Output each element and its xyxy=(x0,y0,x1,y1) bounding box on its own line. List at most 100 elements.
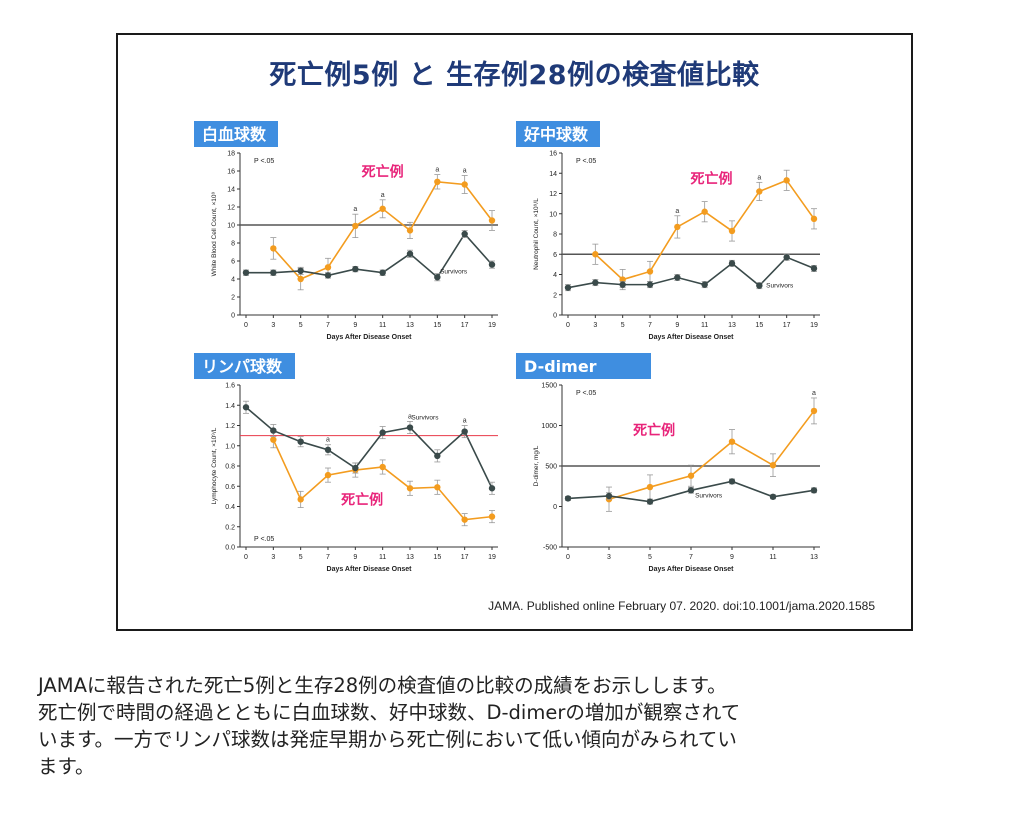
survivors-point xyxy=(270,427,277,434)
y-axis-label: White Blood Cell Count, ×10⁹ xyxy=(211,191,218,276)
ddimer-chart: D-dimer -500 0 500 1000 1500 0 3 5 7 9 11 13 Days Aft… xyxy=(510,347,830,577)
caption-line: 死亡例で時間の経過とともに白血球数、好中球数、D-dimerの増加が観察されて xyxy=(38,701,741,724)
survivors-point xyxy=(605,492,613,500)
y-tick-label: 2 xyxy=(231,295,235,302)
significance-marker: a xyxy=(326,437,330,444)
x-tick-label: 17 xyxy=(461,554,469,561)
x-tick-label: 19 xyxy=(488,322,496,329)
panel-label-bg xyxy=(516,121,600,147)
survivors-point xyxy=(379,269,386,276)
x-tick-label: 5 xyxy=(648,554,652,561)
y-tick-label: 10 xyxy=(549,211,557,218)
caption-line: JAMAに報告された死亡5例と生存28例の検査値の比較の成績をお示しします。 xyxy=(38,674,727,697)
nonsurvivors-point xyxy=(270,245,277,252)
survivors-point xyxy=(242,404,250,411)
x-tick-label: 11 xyxy=(379,554,386,561)
survivors-point xyxy=(488,485,496,492)
y-tick-label: -500 xyxy=(543,545,557,552)
significance-marker: a xyxy=(675,208,679,215)
y-tick-label: 1500 xyxy=(541,383,557,390)
survivors-point xyxy=(564,284,572,291)
significance-marker: a xyxy=(463,168,467,175)
nonsurvivors-point xyxy=(352,222,359,230)
x-tick-label: 19 xyxy=(488,554,496,561)
survivors-point xyxy=(619,281,626,288)
survivors-point xyxy=(728,260,736,267)
nonsurvivors-label: 死亡例 xyxy=(690,170,733,187)
survivors-line xyxy=(246,232,493,279)
x-tick-label: 17 xyxy=(461,322,469,329)
survivors-label: Survivors xyxy=(411,414,439,421)
y-tick-label: 1.0 xyxy=(225,443,235,450)
survivors-label: Survivors xyxy=(440,269,468,276)
panel-label-bg xyxy=(194,353,295,379)
panel-label: 好中球数 xyxy=(523,125,589,144)
y-tick-label: 0 xyxy=(231,313,235,320)
significance-marker: a xyxy=(463,418,467,425)
survivors-point xyxy=(406,250,414,257)
nonsurvivors-point xyxy=(406,227,414,234)
nonsurvivors-point xyxy=(379,463,386,471)
neutrophil-chart: 好中球数 0 2 4 6 8 10 12 14 16 0 3 5 7 9 11 13 15 17 19 Days Aft… xyxy=(510,115,830,345)
significance-marker: a xyxy=(353,206,357,213)
survivors-point xyxy=(646,281,654,288)
nonsurvivors-point xyxy=(488,513,496,520)
survivors-point xyxy=(324,272,332,279)
survivors-line xyxy=(567,256,815,289)
survivors-point xyxy=(488,261,496,268)
nonsurvivors-point xyxy=(769,461,777,469)
x-tick-label: 13 xyxy=(406,322,414,329)
x-tick-label: 0 xyxy=(244,554,248,561)
y-axis-label: D-dimer, mg/L xyxy=(533,445,540,486)
citation: JAMA. Published online February 07. 2020… xyxy=(488,599,875,613)
survivors-point xyxy=(646,498,654,505)
slide-title: 死亡例5例 と 生存例28例の検査値比較 xyxy=(269,60,760,91)
x-tick-label: 9 xyxy=(353,322,357,329)
x-tick-label: 13 xyxy=(728,322,736,329)
x-tick-label: 3 xyxy=(607,554,611,561)
caption: JAMAに報告された死亡5例と生存28例の検査値の比較の成績をお示しします。 死… xyxy=(38,672,998,780)
panel-label: D-dimer xyxy=(524,357,597,376)
y-tick-label: 0 xyxy=(553,313,557,320)
x-tick-label: 0 xyxy=(244,322,248,329)
x-tick-label: 13 xyxy=(406,554,414,561)
x-tick-label: 9 xyxy=(353,554,357,561)
significance-marker: a xyxy=(381,192,385,199)
y-tick-label: 1.2 xyxy=(225,423,235,430)
nonsurvivors-point xyxy=(687,472,695,479)
nonsurvivors-point xyxy=(783,177,790,184)
y-tick-label: 4 xyxy=(553,272,557,279)
x-tick-label: 19 xyxy=(810,322,818,329)
nonsurvivors-point xyxy=(810,407,818,415)
x-tick-label: 17 xyxy=(783,322,791,329)
p-value-note: P <.05 xyxy=(576,390,596,397)
x-tick-label: 15 xyxy=(433,554,441,561)
significance-marker: a xyxy=(757,174,761,181)
x-tick-label: 13 xyxy=(810,554,818,561)
x-tick-label: 7 xyxy=(689,554,693,561)
y-tick-label: 12 xyxy=(549,191,557,198)
survivors-point xyxy=(728,478,736,485)
x-tick-label: 0 xyxy=(566,554,570,561)
ddimer-chart-svg: D-dimer -500 0 500 1000 1500 0 3 5 7 9 11 13 Days Aft… xyxy=(516,353,820,573)
x-axis-label: Days After Disease Onset xyxy=(327,334,413,341)
y-tick-label: 16 xyxy=(549,151,557,158)
caption-line: ます。 xyxy=(38,755,95,778)
x-tick-label: 3 xyxy=(593,322,597,329)
y-tick-label: 0 xyxy=(553,504,557,511)
x-tick-label: 0 xyxy=(566,322,570,329)
caption-line: います。一方でリンパ球数は発症早期から死亡例において低い傾向がみられてい xyxy=(38,728,737,751)
x-tick-label: 7 xyxy=(648,322,652,329)
survivors-point xyxy=(324,446,332,453)
y-tick-label: 1.4 xyxy=(225,403,235,410)
survivors-point xyxy=(270,269,277,276)
y-tick-label: 0.2 xyxy=(225,524,235,531)
nonsurvivors-point xyxy=(810,215,818,223)
x-tick-label: 7 xyxy=(326,554,330,561)
nonsurvivors-label: 死亡例 xyxy=(632,422,675,439)
survivors-point xyxy=(461,428,468,435)
nonsurvivors-point xyxy=(324,264,332,271)
y-tick-label: 500 xyxy=(545,464,557,471)
y-tick-label: 14 xyxy=(227,187,235,194)
y-tick-label: 0.4 xyxy=(225,504,235,511)
